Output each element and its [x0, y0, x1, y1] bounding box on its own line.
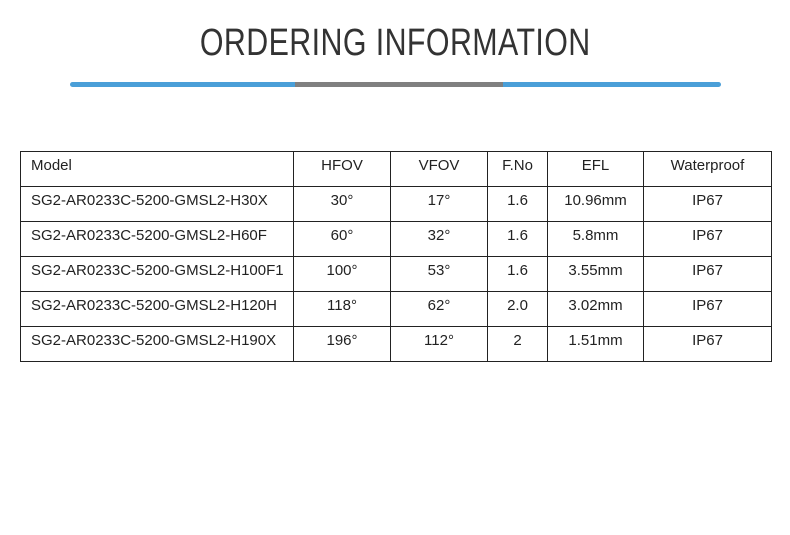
- cell-hfov: 196°: [293, 326, 391, 362]
- waterproof-text: IP67: [692, 227, 723, 244]
- cell-hfov: 118°: [293, 291, 391, 327]
- cell-model: SG2-AR0233C-5200-GMSL2-H30X: [20, 186, 294, 222]
- efl-text: 3.02mm: [568, 297, 623, 314]
- table-row: SG2-AR0233C-5200-GMSL2-H120H 118° 62° 2.0 3.…: [20, 291, 772, 327]
- fno-text: 2: [513, 332, 522, 349]
- model-text: SG2-AR0233C-5200-GMSL2-H60F: [31, 227, 267, 244]
- vfov-text: 62°: [427, 297, 451, 314]
- fno-text: 1.6: [507, 227, 528, 244]
- cell-fno: 1.6: [487, 221, 548, 257]
- model-text: SG2-AR0233C-5200-GMSL2-H120H: [31, 297, 277, 314]
- vfov-text: VFOV: [418, 157, 460, 174]
- model-text: Model: [31, 157, 72, 174]
- efl-text: EFL: [581, 157, 610, 174]
- cell-waterproof: IP67: [643, 326, 772, 362]
- cell-fno: 2.0: [487, 291, 548, 327]
- model-text: SG2-AR0233C-5200-GMSL2-H30X: [31, 192, 268, 209]
- cell-waterproof: IP67: [643, 256, 772, 292]
- cell-vfov: 53°: [390, 256, 488, 292]
- cell-waterproof: IP67: [643, 186, 772, 222]
- cell-efl: 10.96mm: [547, 186, 644, 222]
- fno-text: 1.6: [507, 262, 528, 279]
- cell-hfov: 60°: [293, 221, 391, 257]
- cell-model: SG2-AR0233C-5200-GMSL2-H60F: [20, 221, 294, 257]
- model-text: SG2-AR0233C-5200-GMSL2-H190X: [31, 332, 277, 349]
- cell-vfov: 62°: [390, 291, 488, 327]
- ordering-table: Model HFOV VFOV F.No EFL Waterproof SG2-AR0233…: [20, 151, 772, 362]
- cell-vfov: 112°: [390, 326, 488, 362]
- cell-waterproof: IP67: [643, 221, 772, 257]
- cell-vfov: 32°: [390, 221, 488, 257]
- header-hfov: HFOV: [293, 151, 391, 187]
- hfov-text: 100°: [326, 262, 358, 279]
- cell-model: SG2-AR0233C-5200-GMSL2-H190X: [20, 326, 294, 362]
- header-efl: EFL: [547, 151, 644, 187]
- header-vfov: VFOV: [390, 151, 488, 187]
- title-container: ORDERING INFORMATION: [0, 20, 790, 66]
- hfov-text: 30°: [330, 192, 354, 209]
- fno-text: 1.6: [507, 192, 528, 209]
- divider-left-segment: [70, 82, 295, 87]
- waterproof-text: IP67: [692, 192, 723, 209]
- vfov-text: 53°: [427, 262, 451, 279]
- cell-efl: 3.02mm: [547, 291, 644, 327]
- cell-fno: 2: [487, 326, 548, 362]
- cell-hfov: 100°: [293, 256, 391, 292]
- hfov-text: 196°: [326, 332, 358, 349]
- hfov-text: 118°: [327, 297, 357, 314]
- divider-middle-segment: [295, 82, 503, 87]
- table-row: SG2-AR0233C-5200-GMSL2-H190X 196° 112° 2 1.5…: [20, 326, 772, 362]
- cell-efl: 5.8mm: [547, 221, 644, 257]
- vfov-text: 112°: [424, 332, 454, 349]
- header-fno: F.No: [487, 151, 548, 187]
- waterproof-text: IP67: [692, 297, 723, 314]
- efl-text: 3.55mm: [568, 262, 623, 279]
- cell-vfov: 17°: [390, 186, 488, 222]
- efl-text: 5.8mm: [572, 227, 619, 244]
- cell-hfov: 30°: [293, 186, 391, 222]
- fno-text: 2.0: [507, 297, 528, 314]
- efl-text: 10.96mm: [564, 192, 627, 209]
- vfov-text: 32°: [427, 227, 451, 244]
- page-title: ORDERING INFORMATION: [199, 22, 591, 64]
- cell-model: SG2-AR0233C-5200-GMSL2-H100F1: [20, 256, 294, 292]
- header-waterproof: Waterproof: [643, 151, 772, 187]
- efl-text: 1.51mm: [568, 332, 623, 349]
- table-row: SG2-AR0233C-5200-GMSL2-H30X 30° 17° 1.6 10.9…: [20, 186, 772, 222]
- waterproof-text: IP67: [692, 332, 723, 349]
- waterproof-text: IP67: [692, 262, 723, 279]
- model-text: SG2-AR0233C-5200-GMSL2-H100F1: [31, 262, 284, 279]
- hfov-text: 60°: [330, 227, 354, 244]
- table-row: SG2-AR0233C-5200-GMSL2-H100F1 100° 53° 1.6 3…: [20, 256, 772, 292]
- cell-fno: 1.6: [487, 256, 548, 292]
- cell-waterproof: IP67: [643, 291, 772, 327]
- divider-right-segment: [503, 82, 721, 87]
- header-model: Model: [20, 151, 294, 187]
- cell-efl: 1.51mm: [547, 326, 644, 362]
- cell-model: SG2-AR0233C-5200-GMSL2-H120H: [20, 291, 294, 327]
- table-row: SG2-AR0233C-5200-GMSL2-H60F 60° 32° 1.6 5.8m…: [20, 221, 772, 257]
- header-row: Model HFOV VFOV F.No EFL Waterproof: [20, 151, 772, 187]
- hfov-text: HFOV: [321, 157, 363, 174]
- vfov-text: 17°: [427, 192, 451, 209]
- cell-fno: 1.6: [487, 186, 548, 222]
- fno-text: F.No: [502, 157, 533, 174]
- cell-efl: 3.55mm: [547, 256, 644, 292]
- waterproof-text: Waterproof: [670, 157, 745, 174]
